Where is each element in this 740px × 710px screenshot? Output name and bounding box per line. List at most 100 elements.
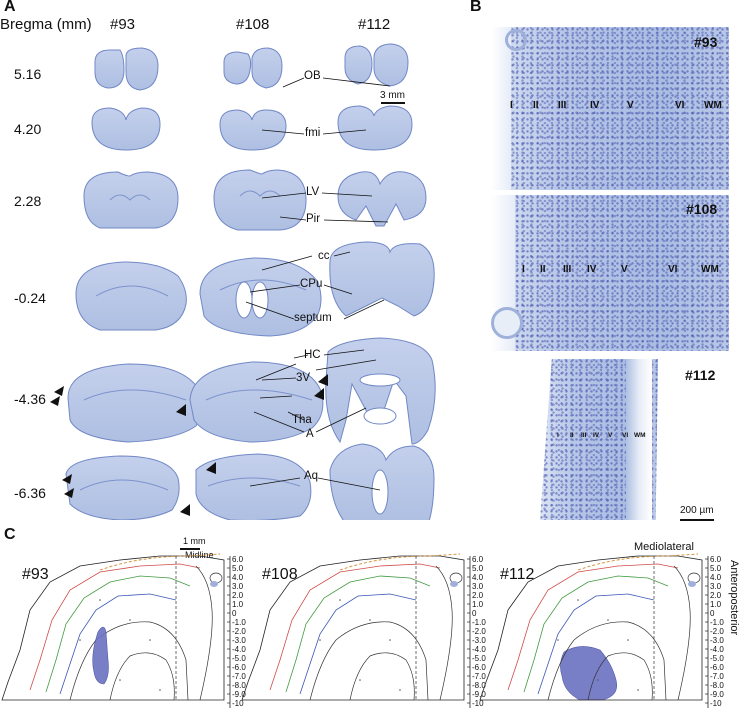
label-lv: LV (306, 186, 320, 198)
ap-tick-label: 3.0 (232, 582, 244, 591)
layer-label: IV (593, 432, 600, 439)
ap-tick-label: -2.0 (472, 627, 486, 636)
ap-tick-label: 1.0 (472, 600, 484, 609)
frontal-section (337, 105, 413, 151)
layer-label: IV (590, 100, 600, 111)
panel-a-sections (50, 43, 436, 520)
atlas-annotation-dot (319, 639, 321, 641)
histology-image-93 (491, 27, 729, 190)
layer-label: WM (634, 432, 646, 439)
panel-b-animal-93: #93 (694, 34, 718, 50)
ap-tick-label: -9.0 (472, 690, 486, 699)
ap-tick-label: 4.0 (710, 573, 722, 582)
olfactory-bulb-outline (210, 581, 218, 587)
ap-tick-label: 5.0 (710, 564, 722, 573)
lesion-area (92, 626, 109, 685)
ap-tick-label: 0 (232, 609, 237, 618)
ap-tick-label: 1.0 (710, 600, 722, 609)
thalamic-section (67, 363, 203, 443)
ap-tick-label: -1.0 (710, 618, 724, 627)
ap-tick-label: -4.0 (232, 645, 246, 654)
layer-label: WM (704, 100, 722, 111)
ap-tick-label: -3.0 (710, 636, 724, 645)
ap-tick-label: -9.0 (232, 690, 246, 699)
atlas-annotation-dot (339, 599, 341, 601)
septal-section (329, 241, 435, 317)
thalamic-section (189, 361, 324, 443)
atlas-annotation-dot (577, 599, 579, 601)
animal-93-header: #93 (110, 16, 136, 33)
atlas-annotation-dot (129, 619, 131, 621)
label-fmi: fmi (305, 127, 321, 139)
ap-tick-label: -10 (232, 699, 244, 708)
atlas-annotation-dot (99, 599, 101, 601)
panel-a-scale-label: 3 mm (380, 90, 405, 101)
ap-tick-label: -7.0 (472, 672, 486, 681)
atlas-annotation-dot (369, 619, 371, 621)
bregma-level: -6.36 (14, 485, 46, 501)
striatal-section (213, 169, 307, 231)
ob-section (344, 45, 373, 85)
ap-tick-label: -1.0 (232, 618, 246, 627)
panel-c-scale-bar (180, 548, 200, 550)
lesion-area (560, 646, 617, 701)
atlas-annotation-dot (389, 639, 391, 641)
olfactory-bulb-outline (450, 581, 458, 587)
histology-image-108 (491, 195, 729, 351)
striatal-section (337, 171, 427, 227)
panel-a-letter: A (4, 0, 16, 15)
atlas-annotation-dot (159, 689, 161, 691)
atlas-annotation-dot (119, 679, 121, 681)
label-3v: 3V (296, 372, 311, 384)
ap-tick-label: -10 (472, 699, 484, 708)
ob-section (373, 43, 409, 87)
label-pir: Pir (306, 213, 321, 225)
frontal-section (219, 109, 287, 151)
ap-tick-label: 5.0 (472, 564, 484, 573)
atlas-annotation-dot (399, 689, 401, 691)
layer-label: WM (701, 264, 719, 275)
ap-tick-label: -10 (710, 699, 722, 708)
layer-label: IV (587, 264, 597, 275)
atlas-contour (69, 621, 189, 701)
atlas-contour-red (29, 563, 201, 691)
atlas-annotation-dot (627, 639, 629, 641)
atlas-map: 6.05.04.03.02.01.00-1.0-2.0-3.0-4.0-5.0-… (1, 553, 246, 708)
panel-c-letter: C (4, 526, 16, 543)
ap-tick-label: -5.0 (472, 654, 486, 663)
animal-112-header: #112 (358, 16, 391, 33)
animal-108-header: #108 (236, 16, 270, 33)
atlas-contour-red (507, 563, 679, 691)
ap-tick-label: -8.0 (710, 681, 724, 690)
thalamic-section (325, 337, 436, 445)
ap-tick-label: -3.0 (472, 636, 486, 645)
atlas-contour-green (285, 575, 431, 693)
ap-tick-label: 3.0 (710, 582, 722, 591)
layer-label: III (558, 100, 567, 111)
brain-outline (1, 555, 225, 701)
ap-tick-label: -8.0 (472, 681, 486, 690)
layer-label: I (557, 432, 559, 439)
ap-tick-label: -7.0 (232, 672, 246, 681)
bregma-level: -0.24 (14, 290, 46, 306)
ap-tick-label: 4.0 (232, 573, 244, 582)
ap-tick-label: -6.0 (232, 663, 246, 672)
layer-label: V (621, 264, 628, 275)
ap-tick-label: 1.0 (232, 600, 244, 609)
atlas-annotation-dot (359, 679, 361, 681)
panel-c-scale-label: 1 mm (183, 536, 206, 546)
layer-label: I (522, 264, 525, 275)
panel-c-animal-93: #93 (22, 566, 49, 583)
atlas-contour-blue (299, 593, 417, 695)
ap-tick-label: -4.0 (472, 645, 486, 654)
panel-b-animal-108: #108 (686, 201, 718, 217)
ap-tick-label: -6.0 (472, 663, 486, 672)
atlas-contour-orange (99, 553, 221, 571)
ap-tick-label: -2.0 (710, 627, 724, 636)
atlas-contour-green (523, 575, 669, 693)
ap-tick-label: 0 (710, 609, 715, 618)
ap-tick-label: -2.0 (232, 627, 246, 636)
panel-c-atlas-plots: 6.05.04.03.02.01.00-1.0-2.0-3.0-4.0-5.0-… (1, 553, 724, 708)
atlas-contour (435, 565, 453, 701)
atlas-contour-green (45, 575, 191, 693)
